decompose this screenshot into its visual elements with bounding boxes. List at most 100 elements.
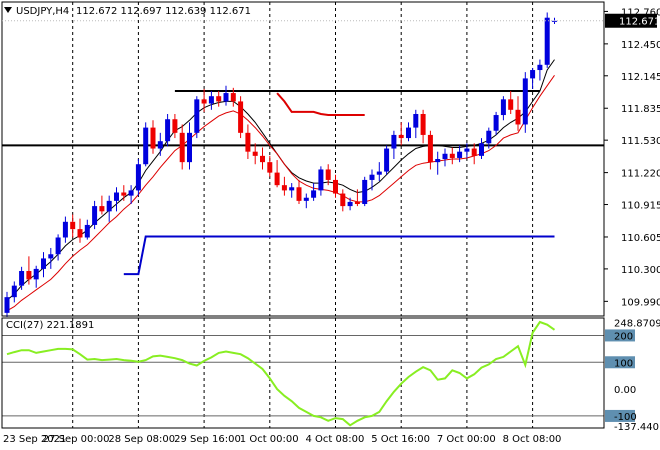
y-tick-label: 110.915 — [621, 201, 660, 212]
collapse-triangle-icon[interactable] — [4, 7, 12, 13]
candle — [325, 164, 331, 186]
current-price-label: 112.671 — [619, 17, 660, 28]
cci-y-tick-label: -137.4401 — [614, 422, 660, 433]
candle — [530, 67, 536, 89]
candle — [179, 124, 185, 170]
x-tick-label: 5 Oct 16:00 — [371, 434, 430, 445]
candle-body — [427, 134, 433, 163]
candle-body — [19, 270, 25, 286]
candle-body — [449, 153, 455, 158]
ohlc-readout: 112.672 112.697 112.639 112.671 — [76, 6, 251, 17]
cci-y-tick-label: -100 — [614, 412, 637, 423]
candle-body — [150, 127, 156, 149]
indicator-series-2 — [123, 235, 555, 276]
candle-body — [413, 113, 419, 128]
candle-body — [208, 96, 214, 104]
candle-body — [84, 224, 90, 238]
candle — [318, 166, 324, 196]
cci-y-tick-label: 200 — [614, 331, 633, 342]
candle-body — [187, 132, 192, 163]
candle — [289, 183, 295, 198]
candle — [500, 96, 506, 121]
candle — [70, 214, 76, 238]
candle — [413, 109, 419, 139]
candle — [245, 124, 251, 159]
candle-body — [333, 179, 338, 194]
candle — [41, 252, 46, 278]
indicator-series-layer — [6, 59, 555, 312]
candle — [150, 120, 156, 154]
candle-body — [128, 190, 134, 196]
candle-body — [537, 64, 543, 71]
candle — [354, 189, 360, 207]
candle-body — [179, 132, 185, 163]
candle — [128, 185, 134, 205]
candle — [296, 179, 302, 205]
candle-body — [457, 151, 463, 158]
candle-body — [398, 134, 404, 139]
candle-body — [62, 221, 68, 238]
candle-body — [165, 119, 171, 142]
cci-panel-border — [1, 317, 605, 429]
candle-body — [522, 78, 528, 125]
candle — [99, 195, 105, 215]
candle-body — [311, 190, 317, 198]
candle — [274, 160, 280, 188]
cci-y-tick-label: 100 — [614, 358, 633, 369]
candle — [135, 159, 141, 196]
candle — [522, 72, 528, 133]
candle — [464, 143, 470, 158]
candle-body — [500, 99, 506, 116]
indicator-series-3 — [276, 92, 365, 116]
candle-body — [99, 206, 105, 212]
candle-body — [135, 164, 141, 191]
candle-body — [406, 127, 411, 139]
symbol-title: USDJPY,H4 — [16, 6, 69, 17]
candle-body — [442, 153, 448, 159]
candle-body — [114, 192, 119, 201]
candle-body — [77, 229, 83, 238]
candle — [157, 132, 163, 156]
y-tick-label: 111.835 — [621, 104, 660, 115]
candle — [48, 247, 54, 269]
x-tick-label: 8 Oct 08:00 — [503, 434, 562, 445]
candle — [267, 155, 273, 177]
candle — [238, 96, 244, 139]
y-tick-label: 112.760 — [621, 7, 660, 18]
x-tick-label: 27 Sep 00:00 — [43, 434, 110, 445]
candle — [442, 148, 448, 167]
y-tick-label: 110.605 — [621, 233, 660, 244]
cci-title: CCI(27) 221.1891 — [6, 320, 94, 331]
candle-body — [216, 96, 222, 102]
candle-body — [347, 201, 353, 207]
candle-body — [552, 20, 557, 22]
candle-body — [515, 109, 521, 125]
candle-body — [41, 258, 46, 269]
candle-body — [92, 206, 98, 225]
candle-body — [464, 148, 470, 152]
candle — [201, 88, 207, 112]
candle — [260, 147, 265, 170]
candle — [143, 122, 149, 167]
candle — [26, 256, 32, 285]
x-tick-label: 4 Oct 08:00 — [306, 434, 365, 445]
y-tick-label: 112.145 — [621, 72, 660, 83]
candle-body — [106, 200, 112, 212]
candle — [347, 197, 353, 211]
candle — [11, 281, 17, 303]
candle — [303, 193, 309, 209]
candle — [376, 162, 382, 181]
candle — [165, 113, 171, 147]
candle-body — [33, 268, 39, 280]
candle-body — [252, 151, 258, 156]
candle-body — [318, 169, 324, 191]
candle — [19, 266, 25, 290]
candle — [508, 90, 514, 114]
cci-panel-layer — [2, 320, 604, 427]
candle-body — [70, 221, 76, 230]
candle-body — [544, 17, 550, 65]
candle — [362, 176, 368, 207]
candle-body — [260, 155, 265, 163]
